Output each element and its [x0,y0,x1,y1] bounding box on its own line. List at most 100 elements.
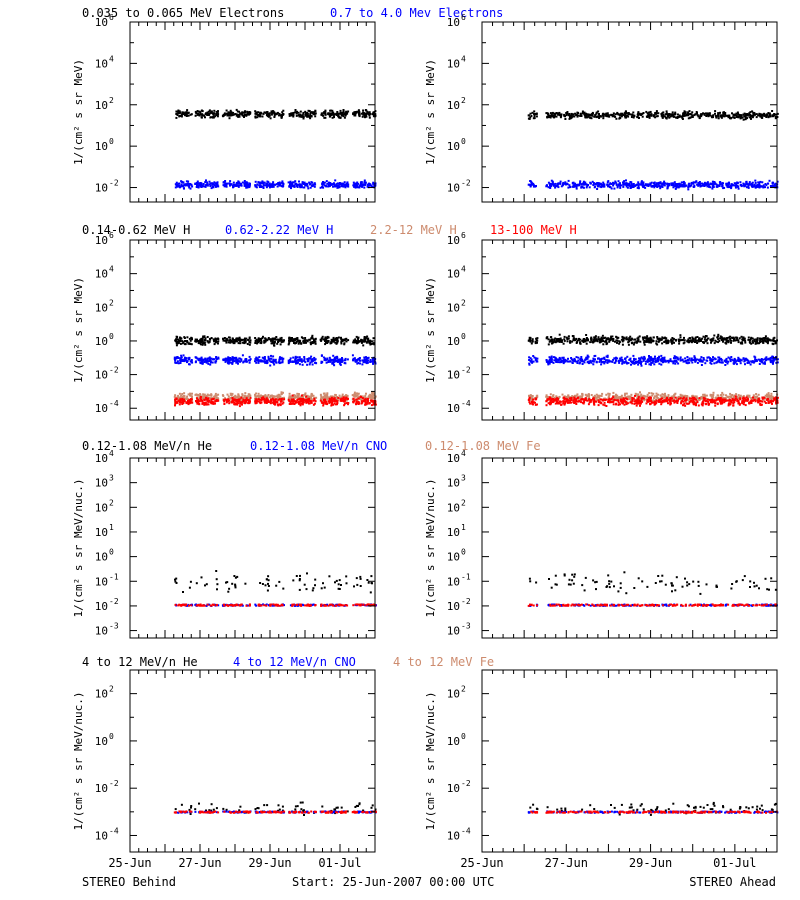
data-point [713,362,716,365]
data-point [697,184,700,187]
data-point [304,392,307,395]
data-point [570,357,573,359]
data-point [679,336,682,339]
data-point [324,343,327,346]
data-point [690,182,693,185]
data-point [198,395,201,397]
data-point [578,184,581,187]
data-point [196,110,199,112]
data-point [558,333,561,336]
data-point [366,335,369,338]
data-point [232,181,235,184]
data-point [300,402,303,405]
data-point [703,112,706,115]
data-point [179,340,182,343]
data-point [687,341,690,343]
data-point [762,184,765,187]
data-point [272,337,275,340]
data-point [719,335,722,338]
data-point [702,112,705,115]
data-point [532,355,535,357]
data-point [734,186,737,189]
data-series [527,110,779,121]
data-point [528,362,531,365]
data-point [174,357,177,360]
data-point [692,182,695,185]
data-point [601,340,604,343]
data-point [602,181,605,184]
data-point [341,357,343,359]
data-point [754,342,757,345]
data-point [560,185,563,188]
data-point [184,183,187,186]
data-series [174,334,376,347]
data-point [201,402,204,405]
data-point [324,398,326,401]
data-point [310,355,313,358]
data-point [623,180,626,183]
data-point [306,400,309,403]
data-point [640,360,643,363]
data-point [764,183,767,185]
data-point [243,182,246,185]
data-point [668,116,671,119]
data-point [281,360,284,363]
data-point [704,340,707,343]
data-point [361,395,364,398]
data-point [243,360,246,363]
data-point [302,181,305,184]
data-point [297,359,300,361]
data-point [534,113,537,115]
data-point [216,181,219,184]
data-point [365,398,368,401]
data-point [327,361,330,363]
data-point [553,359,556,362]
data-point [304,361,307,364]
data-point [256,342,258,345]
data-point [291,181,294,184]
data-point [343,402,346,405]
data-point [591,114,594,117]
data-point [332,185,334,188]
data-point [601,114,604,117]
data-point [233,401,236,404]
data-point [201,339,204,341]
data-point [204,338,207,341]
data-point [744,183,747,186]
data-point [743,337,745,340]
data-point [738,114,741,116]
data-point [749,341,752,344]
data-point [715,183,718,186]
data-point [675,116,677,119]
data-point [303,399,306,402]
data-point [334,360,337,363]
data-point [263,341,266,344]
data-point [224,182,227,185]
data-point [188,363,191,366]
data-point [231,359,234,362]
data-point [616,185,619,188]
data-point [649,182,652,185]
data-point [254,185,257,188]
data-point [661,336,664,339]
data-point [185,401,188,404]
data-point [718,339,721,342]
data-point [610,183,613,185]
data-point [257,392,260,395]
data-point [288,395,291,398]
data-point [254,112,257,115]
data-point [646,184,649,187]
data-point [717,341,720,344]
data-point [608,183,611,186]
data-point [209,185,212,187]
data-point [557,338,560,341]
data-point [245,397,248,400]
data-point [273,395,276,398]
data-point [294,401,297,404]
data-point [314,362,317,364]
data-point [222,399,225,402]
data-point [354,338,357,341]
data-point [687,111,690,114]
data-point [623,112,626,115]
data-point [580,356,583,358]
